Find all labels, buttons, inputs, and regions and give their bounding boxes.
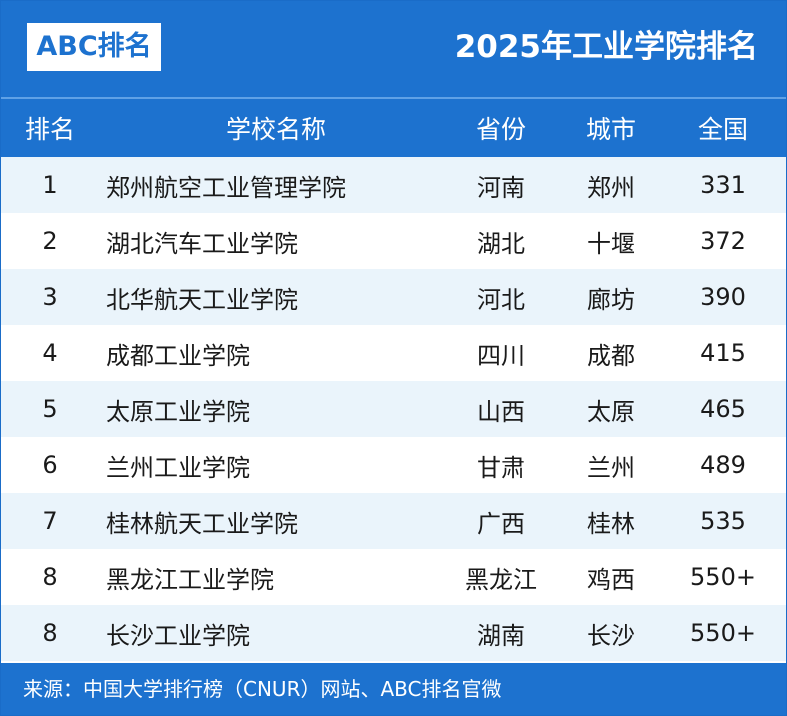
column-header-province: 省份: [475, 115, 526, 144]
table-header: 排名 学校名称 省份 城市 全国: [1, 99, 786, 157]
province-cell: 山西: [477, 397, 525, 426]
province-cell: 广西: [477, 509, 525, 538]
table-row: 8 黑龙江工业学院 黑龙江 鸡西 550+: [1, 549, 786, 605]
column-header-rank: 排名: [24, 115, 75, 144]
column-header-national: 全国: [697, 115, 748, 144]
national-rank-cell: 550+: [690, 563, 756, 591]
national-rank-cell: 415: [700, 339, 746, 367]
city-cell: 桂林: [587, 509, 635, 538]
national-rank-cell: 465: [700, 395, 746, 423]
city-cell: 兰州: [587, 453, 635, 482]
school-cell: 兰州工业学院: [106, 453, 250, 482]
rank-cell: 4: [42, 339, 58, 367]
table-row: 8 长沙工业学院 湖南 长沙 550+: [1, 605, 786, 661]
table-row: 5 太原工业学院 山西 太原 465: [1, 381, 786, 437]
city-cell: 太原: [587, 397, 635, 426]
rank-cell: 6: [42, 451, 58, 479]
national-rank-cell: 489: [700, 451, 746, 479]
column-header-city: 城市: [585, 115, 636, 144]
national-rank-cell: 390: [700, 283, 746, 311]
school-cell: 桂林航天工业学院: [106, 509, 298, 538]
brand-logo: ABC排名: [27, 23, 161, 71]
rank-cell: 7: [42, 507, 58, 535]
rank-cell: 2: [42, 227, 58, 255]
page-title: 2025年工业学院排名: [454, 29, 758, 65]
province-cell: 湖南: [477, 621, 525, 650]
province-cell: 甘肃: [477, 453, 525, 482]
city-cell: 成都: [587, 341, 635, 370]
source-footer: 来源：中国大学排行榜（CNUR）网站、ABC排名官微: [1, 663, 786, 715]
rank-cell: 3: [42, 283, 58, 311]
column-header-school: 学校名称: [225, 115, 326, 144]
school-cell: 黑龙江工业学院: [106, 565, 274, 594]
table-row: 2 湖北汽车工业学院 湖北 十堰 372: [1, 213, 786, 269]
province-cell: 河北: [477, 285, 525, 314]
table-row: 1 郑州航空工业管理学院 河南 郑州 331: [1, 157, 786, 213]
city-cell: 廊坊: [587, 285, 635, 314]
rank-cell: 1: [42, 171, 58, 199]
province-cell: 黑龙江: [465, 565, 537, 594]
city-cell: 十堰: [587, 229, 635, 258]
national-rank-cell: 550+: [690, 619, 756, 647]
national-rank-cell: 535: [700, 507, 746, 535]
table-row: 7 桂林航天工业学院 广西 桂林 535: [1, 493, 786, 549]
national-rank-cell: 372: [700, 227, 746, 255]
table-row: 6 兰州工业学院 甘肃 兰州 489: [1, 437, 786, 493]
province-cell: 河南: [477, 173, 525, 202]
school-cell: 太原工业学院: [106, 397, 250, 426]
school-cell: 郑州航空工业管理学院: [106, 173, 346, 202]
city-cell: 郑州: [587, 173, 635, 202]
school-cell: 湖北汽车工业学院: [106, 229, 298, 258]
table-row: 3 北华航天工业学院 河北 廊坊 390: [1, 269, 786, 325]
school-cell: 北华航天工业学院: [106, 285, 298, 314]
national-rank-cell: 331: [700, 171, 746, 199]
city-cell: 鸡西: [587, 565, 635, 594]
table-row: 4 成都工业学院 四川 成都 415: [1, 325, 786, 381]
rank-cell: 8: [42, 563, 58, 591]
province-cell: 四川: [477, 341, 525, 370]
school-cell: 长沙工业学院: [106, 621, 250, 650]
province-cell: 湖北: [477, 229, 525, 258]
rank-cell: 8: [42, 619, 58, 647]
rank-cell: 5: [42, 395, 58, 423]
header-divider: [1, 97, 786, 99]
table-body: 1 郑州航空工业管理学院 河南 郑州 331 2 湖北汽车工业学院 湖北 十堰 …: [1, 157, 786, 661]
title-bar: ABC排名 2025年工业学院排名: [1, 1, 786, 97]
city-cell: 长沙: [587, 621, 635, 650]
school-cell: 成都工业学院: [106, 341, 250, 370]
